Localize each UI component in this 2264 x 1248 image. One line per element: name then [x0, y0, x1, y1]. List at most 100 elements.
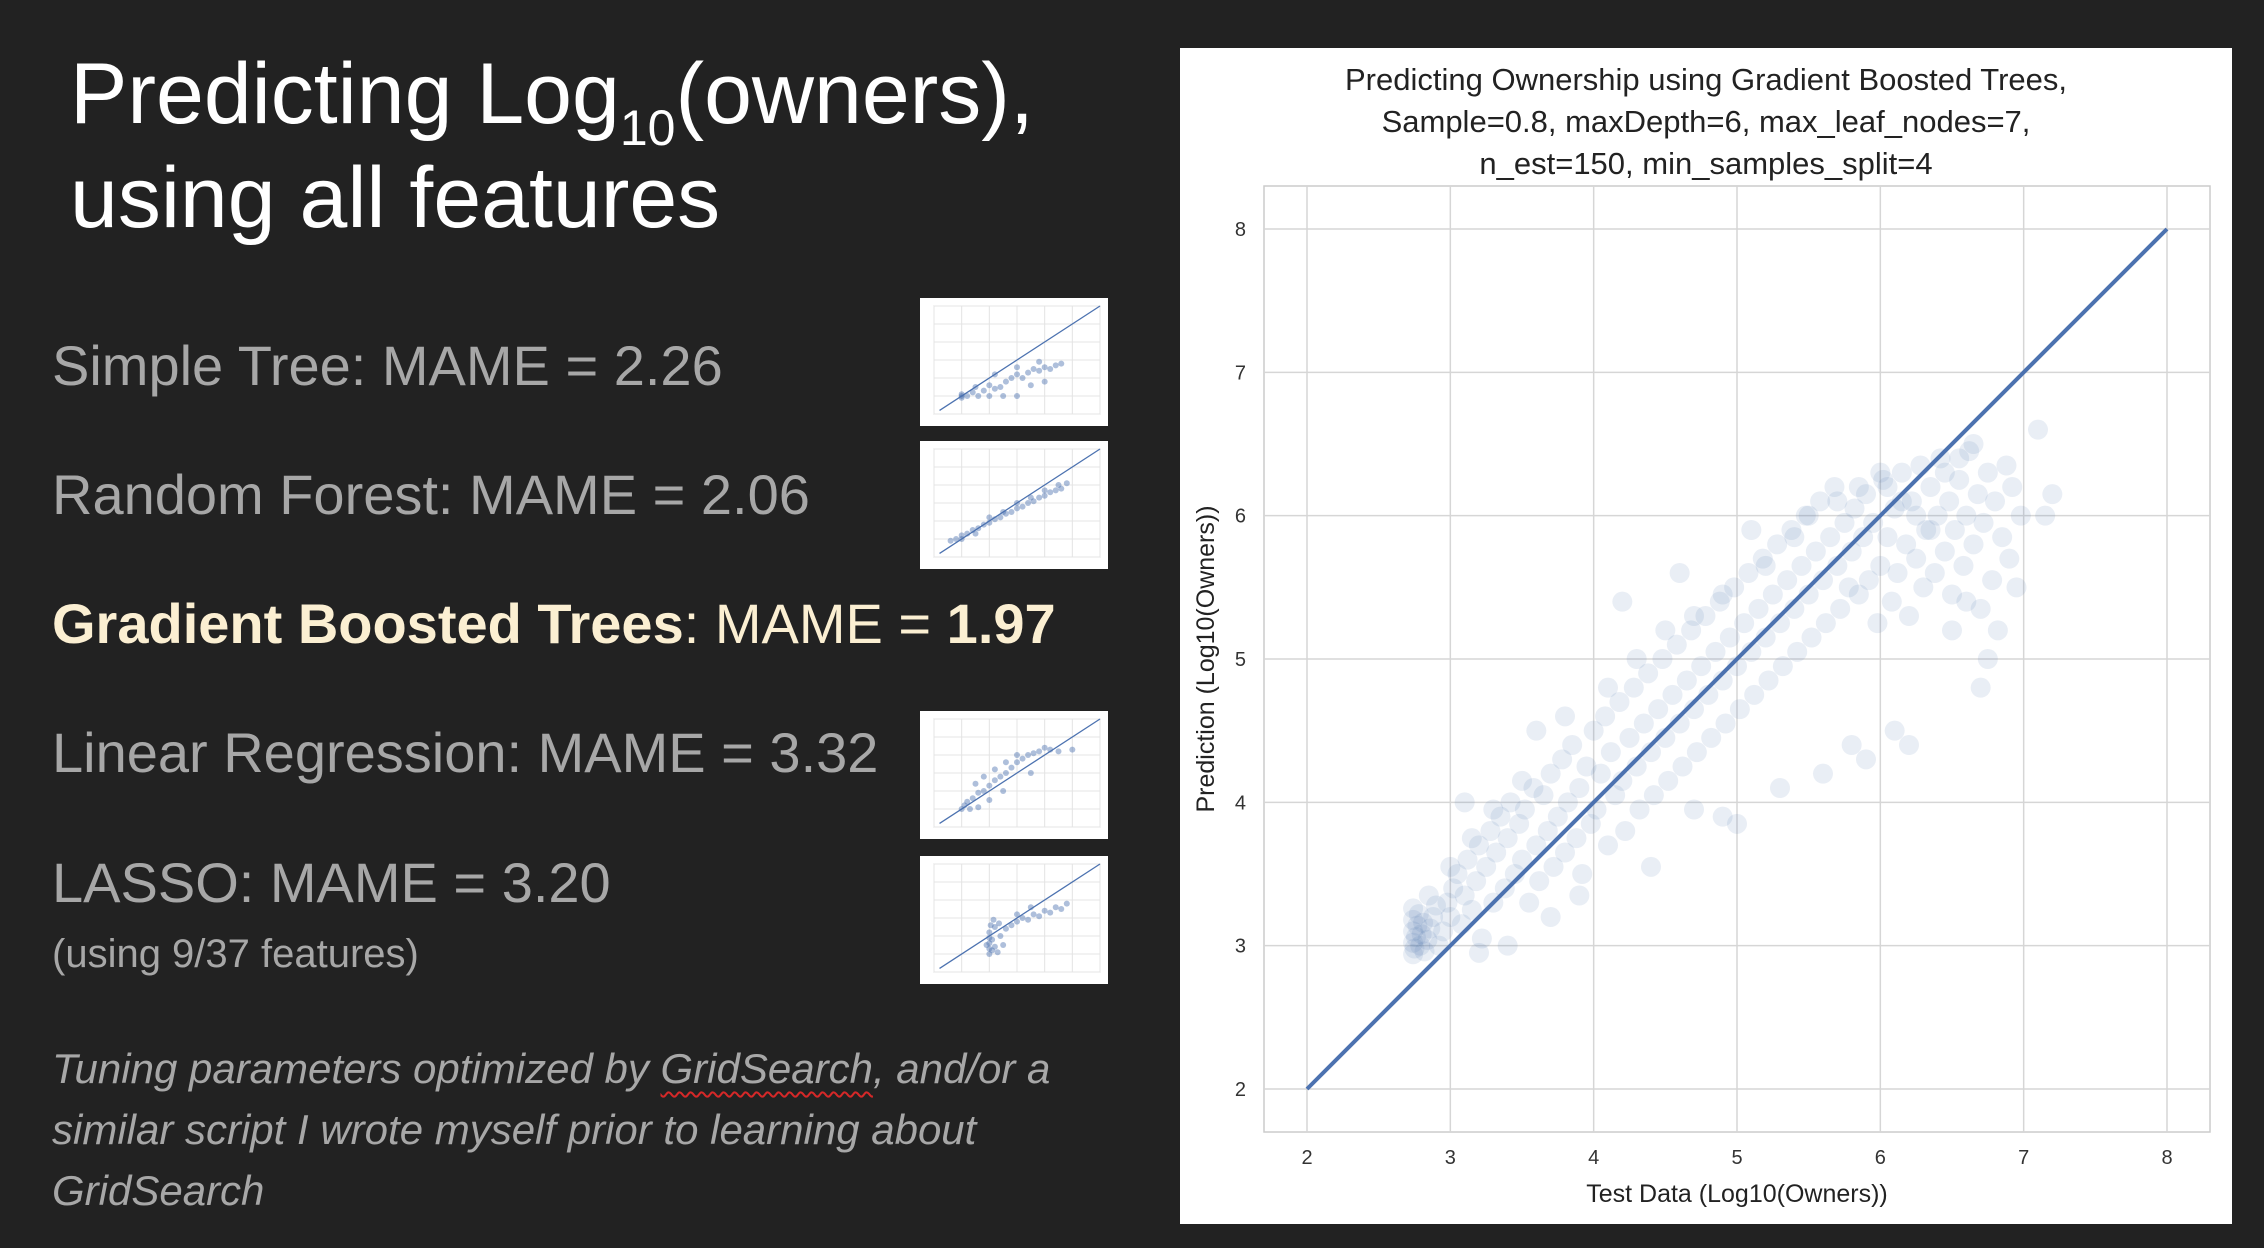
data-point: [1523, 778, 1544, 798]
thumb-identity-line: [939, 718, 1101, 824]
data-point: [2042, 484, 2063, 505]
data-point: [1712, 584, 1733, 605]
thumb-point: [947, 537, 954, 544]
data-point: [1576, 756, 1597, 777]
data-point: [1504, 864, 1525, 884]
thumb-point: [997, 773, 1004, 780]
title-line2: using all features: [70, 150, 721, 246]
data-point: [1586, 799, 1607, 820]
data-point: [1920, 520, 1941, 540]
data-point: [1533, 785, 1554, 806]
thumb-point: [1019, 755, 1026, 762]
data-point: [1970, 677, 1991, 698]
data-point: [1705, 641, 1726, 662]
data-point: [1440, 907, 1461, 927]
thumb-point: [958, 532, 965, 539]
data-point: [1844, 498, 1865, 519]
thumb-point: [986, 382, 993, 389]
thumb-point: [991, 766, 998, 773]
x-axis-label: Test Data (Log10(Owners)): [1586, 1180, 1888, 1208]
data-point: [1609, 692, 1630, 712]
thumb-point: [1014, 918, 1020, 925]
model-gradient-boosted: Gradient Boosted Trees: MAME = 1.97: [52, 592, 1056, 656]
thumb-point: [953, 536, 960, 542]
data-point: [1959, 441, 1980, 462]
data-point: [1648, 699, 1669, 720]
data-point: [1734, 613, 1755, 634]
data-point: [1967, 484, 1988, 505]
data-point: [1924, 563, 1945, 583]
thumb-point: [1002, 759, 1009, 766]
data-point: [1619, 727, 1640, 748]
thumb-point: [972, 780, 979, 787]
thumb-point: [1036, 367, 1043, 374]
thumb-point: [1008, 375, 1015, 381]
data-point: [1480, 821, 1501, 841]
x-tick-label: 7: [2018, 1147, 2029, 1169]
data-point: [1537, 821, 1558, 841]
data-point: [1404, 938, 1425, 959]
data-point: [1569, 885, 1590, 906]
data-point: [1784, 527, 1805, 548]
thumb-point: [1002, 378, 1009, 385]
data-point: [1884, 498, 1905, 519]
data-point: [1805, 541, 1826, 562]
data-point: [1447, 864, 1468, 884]
data-point: [1662, 684, 1683, 705]
data-point: [1410, 935, 1431, 956]
y-tick-label: 6: [1235, 506, 1246, 528]
data-point: [1810, 491, 1831, 512]
thumb-point: [990, 916, 997, 923]
model-random-forest: Random Forest: MAME = 2.06: [52, 463, 810, 526]
data-point: [1767, 534, 1788, 555]
data-point: [1423, 907, 1444, 927]
data-point: [1877, 527, 1898, 548]
data-point: [1715, 713, 1736, 734]
data-point: [1476, 856, 1497, 877]
data-point: [1437, 892, 1458, 913]
data-point: [1781, 520, 1802, 540]
slide-title: Predicting Log10(owners), using all featu…: [70, 42, 1034, 250]
data-point: [1414, 941, 1435, 962]
y-axis-label: Prediction (Log10(Owners)): [1192, 505, 1220, 812]
data-point: [1887, 563, 1908, 583]
data-point: [1461, 899, 1482, 920]
data-point: [1830, 598, 1851, 619]
data-point: [1748, 598, 1769, 619]
thumb-point: [1025, 916, 1032, 923]
thumb-point: [1027, 494, 1034, 501]
data-point: [1666, 634, 1687, 655]
data-point: [1407, 915, 1428, 936]
data-point: [1512, 770, 1532, 791]
thumb-point: [1000, 393, 1007, 399]
thumbnail-plot: [933, 448, 1101, 558]
data-point: [1440, 856, 1461, 877]
data-point: [1992, 527, 2013, 548]
thumb-point: [986, 951, 993, 957]
thumb-point: [1030, 911, 1037, 918]
data-point: [1910, 455, 1931, 476]
data-point: [1540, 907, 1561, 927]
data-point: [1626, 756, 1647, 777]
chart-title-line: Sample=0.8, maxDepth=6, max_leaf_nodes=7…: [1382, 104, 2031, 139]
data-point: [1942, 620, 1962, 641]
thumbnail-random-forest: [920, 441, 1108, 569]
thumb-point: [986, 797, 993, 803]
thumb-point: [1030, 750, 1037, 757]
data-point: [1752, 548, 1773, 569]
thumb-point: [972, 530, 979, 537]
x-tick-label: 5: [1731, 1147, 1742, 1169]
x-tick-label: 4: [1588, 1147, 1599, 1169]
data-point: [1838, 577, 1859, 598]
thumb-point: [1025, 500, 1032, 506]
data-point: [1977, 462, 1998, 483]
thumb-point: [1014, 364, 1020, 371]
data-point: [1899, 606, 1919, 626]
footnote: Tuning parameters optimized by GridSearc…: [52, 1038, 1142, 1221]
thumb-point: [1014, 752, 1020, 758]
y-tick-label: 8: [1235, 219, 1246, 241]
data-point: [1443, 878, 1464, 899]
data-point: [1580, 813, 1601, 834]
data-point: [1572, 864, 1593, 884]
data-point: [1626, 649, 1647, 669]
